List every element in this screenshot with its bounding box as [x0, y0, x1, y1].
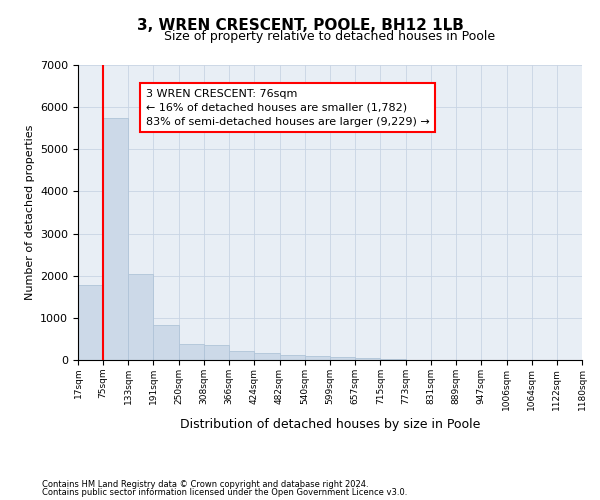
X-axis label: Distribution of detached houses by size in Poole: Distribution of detached houses by size …	[180, 418, 480, 431]
Bar	[128, 274, 154, 360]
Bar	[229, 350, 254, 360]
Y-axis label: Number of detached properties: Number of detached properties	[25, 125, 35, 300]
Bar	[204, 345, 229, 360]
Bar	[254, 353, 280, 360]
Bar	[305, 356, 330, 360]
Bar	[103, 118, 128, 360]
Bar	[154, 325, 179, 360]
Bar	[280, 355, 305, 360]
Text: Contains HM Land Registry data © Crown copyright and database right 2024.: Contains HM Land Registry data © Crown c…	[42, 480, 368, 489]
Bar	[380, 358, 406, 360]
Bar	[179, 344, 204, 360]
Text: Contains public sector information licensed under the Open Government Licence v3: Contains public sector information licen…	[42, 488, 407, 497]
Bar	[330, 357, 355, 360]
Text: 3, WREN CRESCENT, POOLE, BH12 1LB: 3, WREN CRESCENT, POOLE, BH12 1LB	[137, 18, 463, 32]
Bar	[78, 285, 103, 360]
Text: 3 WREN CRESCENT: 76sqm
← 16% of detached houses are smaller (1,782)
83% of semi-: 3 WREN CRESCENT: 76sqm ← 16% of detached…	[146, 88, 430, 126]
Bar	[355, 358, 380, 360]
Title: Size of property relative to detached houses in Poole: Size of property relative to detached ho…	[164, 30, 496, 43]
